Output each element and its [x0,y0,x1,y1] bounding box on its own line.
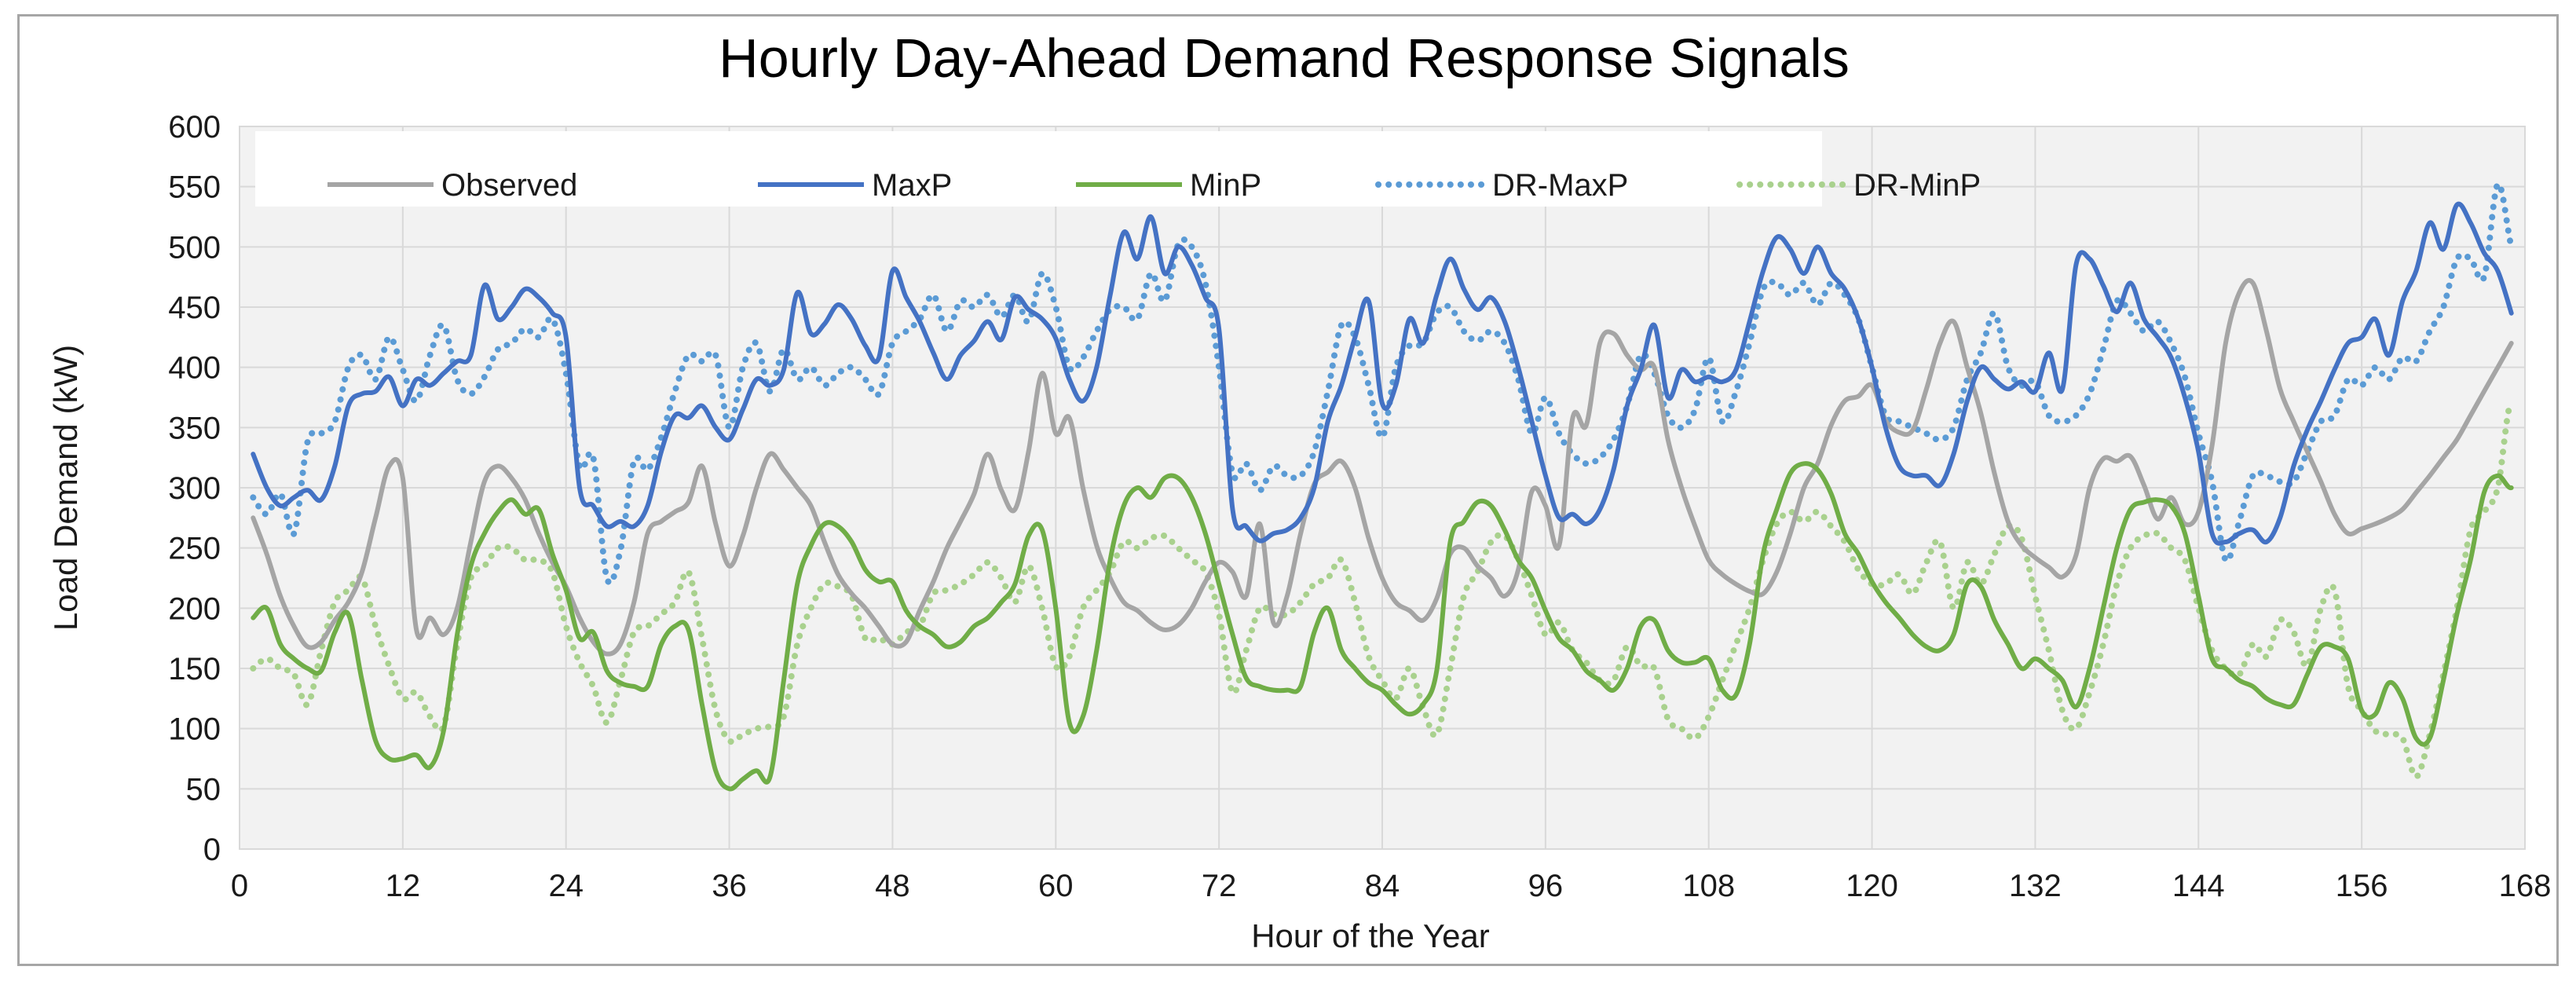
x-tick-label: 36 [712,869,747,903]
x-tick-label: 72 [1202,869,1237,903]
y-tick-label: 150 [168,652,221,686]
y-tick-label: 600 [168,110,221,145]
chart-title: Hourly Day-Ahead Demand Response Signals [719,27,1850,89]
x-tick-label: 168 [2499,869,2552,903]
legend-label-minp: MinP [1190,168,1261,203]
line-chart: 0 50 100 150 200 250 300 350 400 450 500 550 600 0 12 2… [47,27,2551,954]
y-tick-label: 500 [168,230,221,265]
x-tick-label: 24 [548,869,584,903]
series-line-dr-minp [250,400,2515,781]
series-line-observed [251,278,2514,657]
axes: 0 50 100 150 200 250 300 350 400 450 500 550 600 0 12 2… [168,110,2551,903]
plot-border [239,126,2526,850]
x-tick-label: 84 [1365,869,1400,903]
x-tick-label: 132 [2009,869,2062,903]
y-tick-label: 400 [168,351,221,386]
chart-frame: 0 50 100 150 200 250 300 350 400 450 500 550 600 0 12 2… [17,14,2559,966]
x-tick-label: 48 [875,869,910,903]
x-tick-label: 60 [1038,869,1074,903]
y-tick-label: 450 [168,291,221,325]
y-tick-label: 250 [168,532,221,566]
x-tick-label: 96 [1528,869,1564,903]
x-tick-label: 12 [386,869,421,903]
x-tick-label: 0 [231,869,248,903]
series-line-minp [251,461,2514,792]
legend-background [255,131,1822,207]
y-tick-label: 0 [203,833,221,867]
x-axis-title: Hour of the Year [1251,917,1490,954]
series-lines [250,181,2515,792]
x-tick-label: 108 [1682,869,1735,903]
y-tick-label: 200 [168,591,221,626]
legend: Observed MaxP MinP DR-MaxP DR-MinP [255,131,1981,207]
y-tick-label: 300 [168,471,221,506]
legend-label-dr-maxp: DR-MaxP [1492,168,1628,203]
gridlines [239,126,2526,850]
legend-label-dr-minp: DR-MinP [1853,168,1981,203]
x-tick-label: 156 [2336,869,2388,903]
y-tick-label: 100 [168,712,221,747]
y-tick-label: 350 [168,411,221,445]
series-line-maxp [251,201,2514,546]
legend-label-observed: Observed [441,168,577,203]
y-tick-label: 550 [168,170,221,205]
x-tick-label: 120 [1846,869,1898,903]
y-axis-title: Load Demand (kW) [47,345,84,631]
legend-label-maxp: MaxP [872,168,952,203]
y-tick-label: 50 [186,772,221,807]
x-tick-label: 144 [2172,869,2225,903]
